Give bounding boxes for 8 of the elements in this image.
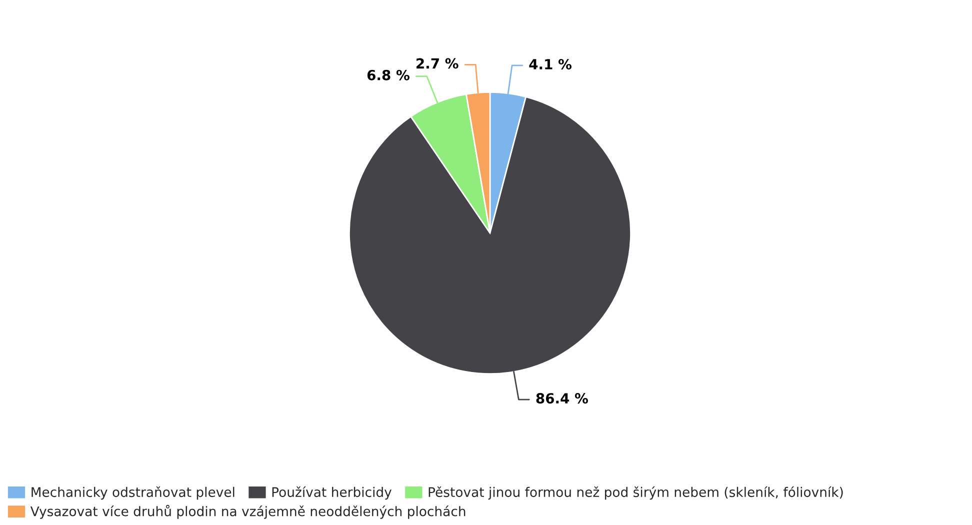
data-label: 4.1 % <box>529 58 572 70</box>
legend-label: Mechanicky odstraňovat plevel <box>32 486 234 500</box>
data-label: 86.4 % <box>536 393 588 404</box>
legend-label: Používat herbicidy <box>272 486 392 500</box>
data-label: 2.7 % <box>416 58 458 69</box>
legend-label: Pěstovat jinou formou než pod širým nebem (skleník, fóliovník) <box>428 486 843 500</box>
data-label: 6.8 % <box>367 70 410 80</box>
legend-label: Vysazovat více druhů plodin na vzájemně neoddělených plochách <box>30 504 466 519</box>
